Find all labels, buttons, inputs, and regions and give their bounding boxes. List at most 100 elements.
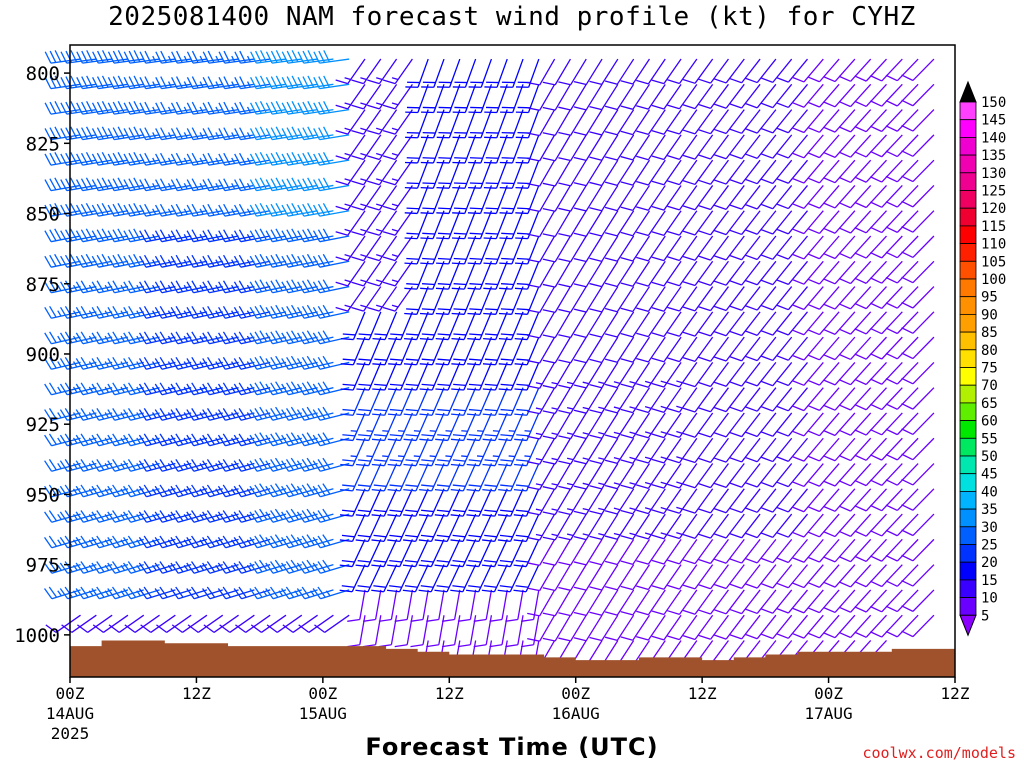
barb-shaft [725, 109, 745, 134]
barb-shaft [803, 185, 824, 209]
barb-feather [265, 434, 274, 447]
barb-shaft [647, 58, 666, 85]
barb-feather [254, 229, 262, 242]
barb-feather [403, 413, 417, 416]
barb-feather [128, 178, 136, 191]
barb-feather [101, 228, 109, 241]
barb-feather [75, 409, 84, 421]
barb-shaft [819, 589, 840, 614]
barb-shaft [710, 58, 730, 84]
barb-feather [259, 101, 267, 113]
barb-feather [402, 564, 416, 568]
barb-feather [170, 204, 179, 217]
barb-shaft [741, 614, 761, 640]
barb-feather [306, 508, 315, 520]
barb-feather [729, 204, 742, 210]
barb-feather [387, 438, 401, 442]
barb-feather [59, 332, 68, 345]
barb-feather [170, 460, 179, 472]
barb-shaft [694, 538, 714, 565]
barb-shaft [896, 589, 919, 613]
barb-half-feather [215, 233, 220, 241]
barb-feather [69, 228, 78, 241]
barb-feather [729, 229, 742, 236]
barb-feather [636, 231, 649, 237]
barb-feather [254, 305, 263, 318]
barb-shaft [725, 185, 745, 210]
barb-feather [452, 559, 466, 563]
barb-feather [713, 634, 727, 640]
barb-half-feather [167, 106, 172, 113]
barb-feather [542, 106, 556, 111]
barb-feather [291, 101, 299, 113]
barb-feather [651, 408, 665, 413]
barb-half-feather [613, 406, 621, 410]
barb-half-feather [231, 106, 236, 113]
barb-half-feather [246, 412, 252, 419]
barb-feather [44, 434, 53, 447]
barb-feather [297, 102, 305, 115]
barb-feather [901, 428, 914, 435]
barb-feather [318, 101, 326, 114]
barb-feather [371, 539, 385, 542]
barb-feather [96, 382, 105, 394]
barb-feather [367, 205, 380, 211]
colorbar-label: 20 [981, 555, 998, 571]
barb-shaft [601, 614, 619, 641]
barb-feather [218, 307, 226, 319]
barb-feather [514, 388, 528, 391]
barb-feather [186, 383, 195, 396]
barb-shaft [134, 614, 160, 633]
colorbar-swatch [959, 313, 977, 333]
barb-feather [620, 105, 634, 110]
barb-feather [573, 384, 587, 389]
barb-shaft [850, 83, 872, 108]
barb-feather [667, 382, 680, 388]
barb-half-feather [167, 386, 173, 393]
barb-feather [854, 252, 867, 259]
barb-feather [667, 256, 680, 262]
barb-feather [175, 229, 183, 242]
barb-shaft [834, 109, 856, 133]
barb-shaft [803, 589, 824, 614]
barb-feather [139, 102, 147, 115]
barb-feather [484, 459, 498, 462]
barb-feather [469, 283, 483, 286]
barb-feather [80, 535, 89, 547]
barb-feather [371, 514, 385, 517]
barb-feather [233, 537, 242, 549]
barb-shaft [834, 311, 856, 335]
barb-feather [484, 408, 498, 412]
barb-feather [127, 408, 136, 420]
barb-half-feather [582, 381, 590, 385]
barb-feather [500, 459, 513, 462]
barb-feather [218, 153, 226, 166]
barb-feather [620, 80, 634, 85]
barb-feather [265, 204, 273, 217]
barb-half-feather [72, 488, 78, 495]
barb-feather [207, 331, 215, 343]
barb-shaft [741, 488, 761, 513]
barb-feather [91, 485, 100, 498]
barb-shaft [422, 615, 429, 645]
barb-feather [107, 332, 116, 345]
barb-half-feather [376, 203, 383, 207]
barb-feather [254, 280, 263, 293]
barb-shaft [865, 488, 887, 512]
barb-feather [265, 128, 273, 140]
barb-feather [191, 484, 200, 496]
barb-feather [170, 409, 179, 421]
barb-shaft [632, 134, 651, 161]
barb-shaft [803, 513, 824, 538]
barb-feather [139, 77, 147, 89]
barb-feather [713, 508, 727, 514]
barb-feather [698, 255, 711, 261]
barb-half-feather [551, 407, 558, 410]
barb-shaft [865, 134, 887, 158]
barb-feather [202, 179, 210, 191]
barb-feather [776, 102, 789, 109]
barb-feather [589, 333, 602, 338]
barb-feather [233, 434, 242, 447]
barb-feather [54, 75, 62, 88]
barb-half-feather [360, 228, 367, 232]
